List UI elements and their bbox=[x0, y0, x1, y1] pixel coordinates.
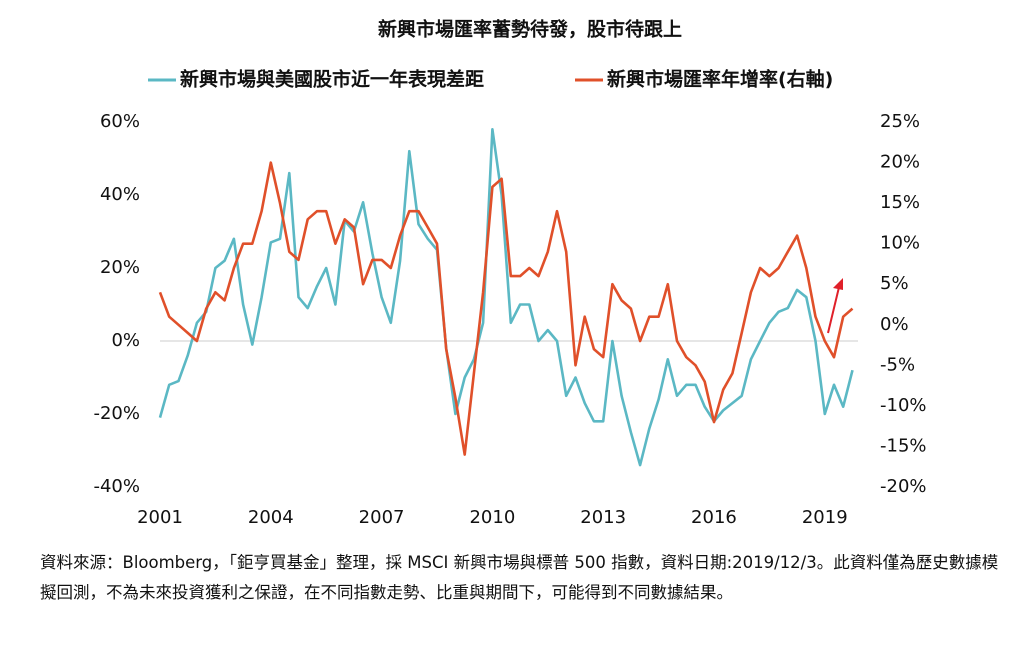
x-tick-label: 2019 bbox=[802, 507, 848, 528]
x-tick-label: 2016 bbox=[691, 507, 737, 528]
chart-title: 新興市場匯率蓄勢待發，股市待跟上 bbox=[378, 18, 682, 41]
y2-tick-label: 0% bbox=[880, 314, 909, 335]
y-tick-label: 40% bbox=[100, 184, 140, 205]
x-tick-label: 2013 bbox=[580, 507, 626, 528]
y2-tick-label: -15% bbox=[880, 435, 927, 456]
y2-tick-label: -5% bbox=[880, 354, 915, 375]
x-tick-label: 2010 bbox=[469, 507, 515, 528]
y2-tick-label: -10% bbox=[880, 395, 927, 416]
y2-tick-label: -20% bbox=[880, 476, 927, 497]
arrow-head bbox=[833, 278, 843, 290]
y2-tick-label: 5% bbox=[880, 273, 909, 294]
legend-label: 新興市場匯率年增率(右軸) bbox=[607, 68, 833, 91]
y2-tick-label: 25% bbox=[880, 111, 920, 132]
y-tick-label: 20% bbox=[100, 257, 140, 278]
arrow bbox=[827, 282, 841, 334]
chart: 新興市場匯率蓄勢待發，股市待跟上 -40% -20% 0% 20% 40% 60% -20%… bbox=[93, 18, 927, 529]
x-tick-label: 2001 bbox=[137, 507, 183, 528]
y2-tick-label: 10% bbox=[880, 233, 920, 254]
footnote: 資料來源：Bloomberg，「鉅亨買基金」整理，採 MSCI 新興市場與標普 … bbox=[40, 553, 999, 602]
y-tick-label: 0% bbox=[111, 330, 140, 351]
series-line bbox=[158, 161, 854, 456]
y-tick-label: -20% bbox=[93, 403, 140, 424]
series-line bbox=[158, 128, 854, 467]
y2-tick-label: 15% bbox=[880, 192, 920, 213]
y2-tick-label: 20% bbox=[880, 152, 920, 173]
x-tick-label: 2004 bbox=[248, 507, 294, 528]
x-tick-label: 2007 bbox=[359, 507, 405, 528]
legend-label: 新興市場與美國股市近一年表現差距 bbox=[180, 68, 484, 91]
y-tick-label: 60% bbox=[100, 111, 140, 132]
y-tick-label: -40% bbox=[93, 476, 140, 497]
